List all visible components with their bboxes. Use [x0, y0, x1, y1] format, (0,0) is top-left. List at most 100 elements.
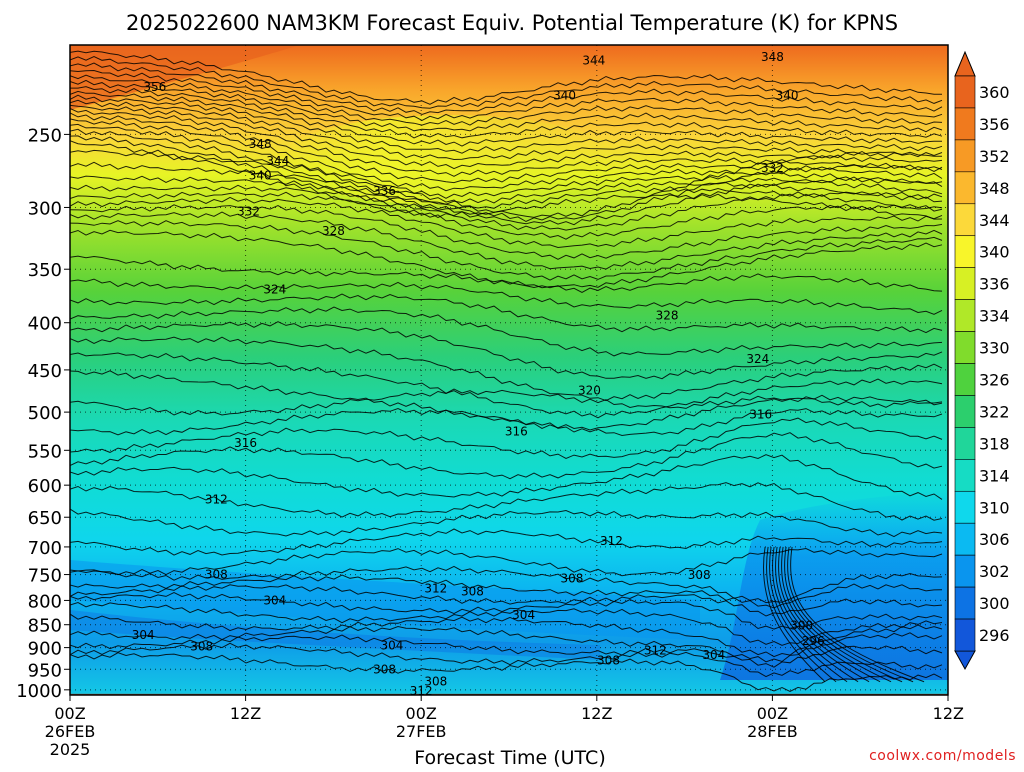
contour-line — [70, 94, 943, 154]
colorbar-label: 306 — [979, 530, 1010, 549]
contour-line — [70, 278, 943, 315]
y-tick-label: 600 — [28, 476, 62, 497]
x-tick-label: 00Z — [54, 704, 85, 723]
contour-line — [778, 546, 881, 683]
contour-line — [762, 546, 826, 683]
y-tick-label: 300 — [28, 198, 62, 219]
contour-line — [70, 112, 943, 184]
contour-line — [70, 55, 943, 109]
contour-label: 348 — [761, 50, 784, 64]
y-tick-label: 350 — [28, 260, 62, 281]
colorbar-label: 310 — [979, 498, 1010, 517]
colorbar-swatch — [954, 331, 976, 364]
contour-label: 324 — [263, 282, 286, 296]
colorbar-label: 344 — [979, 211, 1010, 230]
contour-line — [70, 74, 943, 126]
contour-line — [70, 528, 943, 556]
colorbar-swatch — [954, 554, 976, 588]
x-tick-label: 26FEB — [45, 722, 96, 741]
contour-line — [70, 417, 943, 460]
contour-line — [70, 99, 943, 161]
colorbar-label: 326 — [979, 370, 1010, 389]
chart-title: 2025022600 NAM3KM Forecast Equiv. Potent… — [126, 11, 898, 35]
contour-line — [787, 546, 914, 683]
contour-line — [70, 601, 943, 646]
colorbar-label: 352 — [979, 147, 1010, 166]
colorbar-swatch — [954, 203, 976, 237]
x-tick-label: 28FEB — [747, 722, 798, 741]
colorbar-swatch — [954, 618, 976, 652]
contour-line — [70, 352, 943, 419]
contour-line — [70, 104, 943, 170]
contour-line — [70, 86, 943, 139]
contour-line — [70, 407, 943, 437]
contour-label: 308 — [190, 640, 213, 654]
contour-label: 332 — [237, 204, 260, 218]
contour-line — [70, 108, 943, 177]
y-tick-label: 950 — [28, 660, 62, 681]
contour-line — [70, 388, 943, 416]
contour-line — [70, 574, 943, 609]
contour-label: 304 — [380, 638, 403, 652]
colorbar-swatch — [954, 139, 976, 173]
contour-line — [784, 546, 903, 683]
colorbar-label: 302 — [979, 562, 1010, 581]
x-tick-label: 12Z — [581, 704, 612, 723]
colorbar-label: 348 — [979, 179, 1010, 198]
colorbar-label: 318 — [979, 434, 1010, 453]
colorbar-label: 296 — [979, 626, 1010, 645]
contour-label: 340 — [249, 168, 272, 182]
contour-line — [70, 90, 942, 147]
source-credit: coolwx.com/models — [869, 748, 1016, 764]
contour-label: 308 — [597, 654, 620, 668]
contour-label: 304 — [512, 608, 535, 622]
contour-line — [70, 547, 943, 577]
contour-line — [70, 123, 943, 199]
colorbar-swatch — [954, 586, 976, 620]
contour-line — [70, 321, 943, 380]
y-tick-label: 750 — [28, 566, 62, 587]
contour-label: 328 — [322, 224, 345, 238]
x-tick-label: 27FEB — [396, 722, 447, 741]
contour-label: 308 — [688, 568, 711, 582]
contour-line — [70, 196, 943, 249]
x-tick-label: 00Z — [406, 704, 437, 723]
contour-line — [70, 211, 943, 270]
colorbar-label: 336 — [979, 275, 1010, 294]
contour-label: 304 — [702, 648, 725, 662]
contour-line — [70, 482, 943, 521]
contour-line — [70, 613, 943, 658]
contour-line — [70, 191, 943, 240]
x-tick-label: 2025 — [50, 740, 91, 759]
contour-label: 356 — [143, 80, 166, 94]
contour-label: 312 — [424, 582, 447, 596]
contour-line — [70, 454, 943, 500]
contour-line — [70, 370, 943, 431]
contour-label: 344 — [266, 154, 289, 168]
colorbar-label: 334 — [979, 307, 1010, 326]
colorbar-label: 340 — [979, 243, 1010, 262]
contour-label: 312 — [600, 534, 623, 548]
colorbar-swatch — [954, 522, 976, 556]
colorbar-arrow-bottom — [954, 650, 976, 671]
contour-label: 316 — [234, 436, 257, 450]
contour-line — [70, 306, 943, 357]
colorbar-label: 322 — [979, 402, 1010, 421]
contour-label: 328 — [656, 309, 679, 323]
colorbar-swatch — [954, 490, 976, 524]
y-tick-label: 700 — [28, 538, 62, 559]
contour-line — [70, 432, 943, 480]
colorbar-swatch — [954, 267, 976, 300]
contour-label: 344 — [582, 54, 605, 68]
contour-line — [70, 634, 943, 668]
contour-label: 332 — [761, 161, 784, 175]
contour-line — [70, 175, 943, 226]
colorbar-swatch — [954, 107, 976, 141]
y-tick-label: 550 — [28, 441, 62, 462]
colorbar-swatch — [954, 235, 976, 268]
contour-label: 300 — [790, 619, 813, 633]
contour-line — [772, 546, 859, 683]
colorbar-label: 360 — [979, 83, 1010, 102]
contour-line — [70, 229, 943, 289]
contour-line — [70, 69, 943, 121]
